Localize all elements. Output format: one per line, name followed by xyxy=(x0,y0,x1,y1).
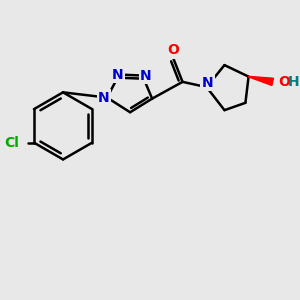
Text: N: N xyxy=(140,69,152,82)
Text: N: N xyxy=(112,68,123,82)
Text: Cl: Cl xyxy=(4,136,19,150)
Polygon shape xyxy=(248,76,274,85)
Text: O: O xyxy=(278,75,290,89)
Text: H: H xyxy=(287,75,299,89)
Text: N: N xyxy=(202,76,214,90)
Text: N: N xyxy=(98,91,110,105)
Text: O: O xyxy=(167,44,179,57)
